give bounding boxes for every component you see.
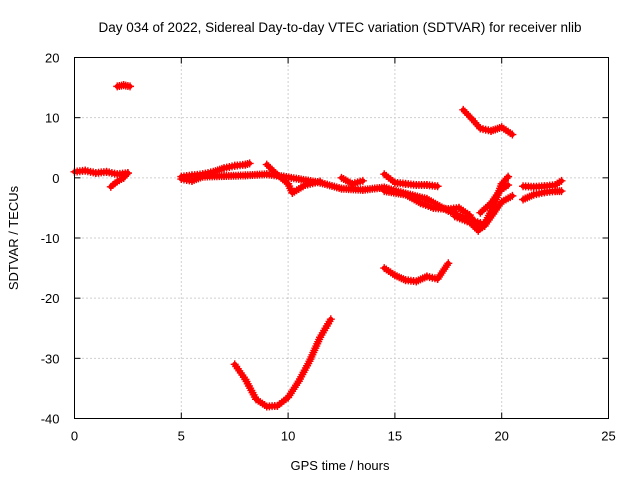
series-arc-early-dip: [106, 169, 132, 191]
series-trace: [178, 171, 483, 226]
data-point: [122, 170, 131, 179]
data-point: [462, 109, 471, 118]
data-point: [469, 116, 478, 125]
series-arc-rise: [476, 181, 513, 217]
y-tick-label: 10: [45, 111, 59, 126]
data-point: [508, 191, 517, 200]
data-point: [481, 217, 490, 226]
series-arc-late-b: [519, 187, 566, 204]
data-point: [471, 118, 480, 127]
series-trace: [232, 316, 334, 409]
data-series-group: [70, 81, 566, 411]
series-arc-upper-mid: [380, 170, 442, 191]
series-arc-lower-mid: [380, 187, 517, 234]
x-tick-label: 10: [281, 429, 295, 444]
data-point: [433, 182, 442, 191]
data-point: [444, 259, 453, 268]
series-arc-main-c: [262, 160, 325, 197]
data-point: [467, 114, 476, 123]
series-arc-late-a: [519, 176, 566, 191]
data-point: [464, 111, 473, 120]
data-point: [504, 181, 513, 190]
x-tick-label: 5: [178, 429, 185, 444]
x-tick-label: 20: [494, 429, 508, 444]
y-tick-label: -30: [41, 351, 60, 366]
data-point: [504, 172, 513, 181]
series-arc-main-d: [337, 173, 367, 188]
series-arc-deep: [230, 315, 335, 411]
series-arc-main-b: [177, 170, 485, 227]
data-point: [123, 169, 132, 178]
data-point: [269, 167, 278, 176]
data-point: [442, 261, 451, 270]
data-point: [474, 122, 483, 131]
y-axis-label: SDTVAR / TECUs: [6, 185, 21, 290]
data-point: [459, 105, 468, 114]
series-arc-upper-right: [459, 105, 517, 139]
data-point: [557, 176, 566, 185]
x-tick-label: 25: [601, 429, 615, 444]
x-axis-label: GPS time / hours: [291, 458, 390, 473]
y-tick-label: -20: [41, 291, 60, 306]
series-arc-early: [70, 166, 132, 179]
data-point: [466, 113, 475, 122]
data-point: [502, 174, 511, 183]
series-arc-high: [113, 81, 135, 91]
y-tick-label: 20: [45, 51, 59, 66]
y-tick-label: -10: [41, 231, 60, 246]
x-tick-label: 0: [71, 429, 78, 444]
data-point: [557, 187, 566, 196]
chart-title: Day 034 of 2022, Sidereal Day-to-day VTE…: [99, 20, 582, 35]
data-point: [358, 176, 367, 185]
data-point: [266, 164, 275, 173]
data-point: [465, 218, 474, 227]
data-point: [126, 82, 135, 91]
series-arc-lower-right: [380, 259, 453, 286]
data-point: [508, 130, 517, 139]
x-tick-label: 15: [388, 429, 402, 444]
data-point: [316, 177, 325, 186]
data-point: [245, 159, 254, 168]
data-point: [326, 315, 335, 324]
data-point: [469, 221, 478, 230]
y-tick-label: 0: [52, 171, 59, 186]
axis-ticks: 0 5 10 15 20 25 -40 -30 -20 -10 0 10 20: [41, 51, 616, 444]
data-point: [472, 120, 481, 129]
data-point: [262, 160, 271, 169]
data-point: [264, 162, 273, 171]
data-point: [268, 165, 277, 174]
y-tick-label: -40: [41, 412, 60, 427]
grid: [74, 57, 609, 419]
data-point: [467, 220, 476, 229]
data-point: [460, 107, 469, 116]
